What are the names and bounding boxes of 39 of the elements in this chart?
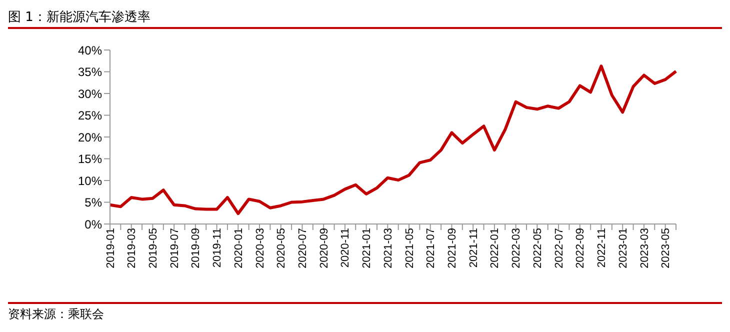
x-tick-label: 2022-05 bbox=[532, 228, 544, 268]
x-tick-label: 2023-01 bbox=[617, 228, 630, 268]
x-tick-label: 2019-05 bbox=[148, 228, 160, 268]
y-tick-label: 35% bbox=[78, 65, 102, 80]
x-tick-label: 2021-01 bbox=[361, 228, 374, 268]
y-tick-label: 10% bbox=[78, 174, 102, 188]
x-tick-label: 2019-03 bbox=[126, 228, 138, 268]
x-tick-label: 2020-07 bbox=[297, 228, 310, 268]
x-tick-label: 2020-05 bbox=[276, 228, 288, 268]
x-tick-label: 2019-01 bbox=[104, 228, 117, 268]
y-tick-label: 40% bbox=[78, 43, 102, 58]
y-tick-label: 15% bbox=[78, 152, 102, 166]
x-tick-label: 2022-07 bbox=[553, 228, 566, 268]
x-tick-label: 2019-09 bbox=[190, 228, 202, 268]
y-tick-label: 0% bbox=[84, 217, 102, 232]
x-tick-label: 2021-11 bbox=[468, 228, 480, 268]
chart-title: 图 1：新能源汽车渗透率 bbox=[8, 9, 150, 26]
line-series bbox=[108, 64, 678, 216]
x-tick-label: 2019-07 bbox=[168, 228, 181, 268]
y-tick-label: 25% bbox=[78, 108, 102, 123]
x-tick-label: 2021-07 bbox=[425, 228, 438, 268]
y-tick-label: 20% bbox=[78, 130, 102, 144]
x-tick-label: 2019-11 bbox=[212, 228, 224, 268]
x-tick-label: 2023-05 bbox=[660, 228, 672, 268]
x-tick-label: 2022-01 bbox=[489, 228, 502, 268]
y-tick-label: 5% bbox=[84, 196, 102, 210]
x-tick-label: 2022-11 bbox=[596, 228, 608, 268]
x-tick-label: 2020-11 bbox=[340, 228, 352, 268]
x-tick-label: 2020-03 bbox=[254, 228, 266, 268]
x-tick-label: 2021-05 bbox=[404, 228, 416, 268]
x-tick-label: 2022-03 bbox=[510, 228, 523, 268]
x-tick-label: 2022-09 bbox=[574, 228, 587, 268]
x-tick-label: 2020-01 bbox=[232, 228, 245, 268]
y-tick-label: 30% bbox=[78, 86, 102, 101]
x-tick-label: 2021-09 bbox=[446, 228, 459, 268]
x-tick-label: 2020-09 bbox=[318, 228, 330, 268]
text: 资料来源：乘联会 bbox=[8, 306, 104, 323]
x-tick-label: 2023-03 bbox=[638, 228, 651, 268]
x-tick-label: 2021-03 bbox=[382, 228, 394, 268]
